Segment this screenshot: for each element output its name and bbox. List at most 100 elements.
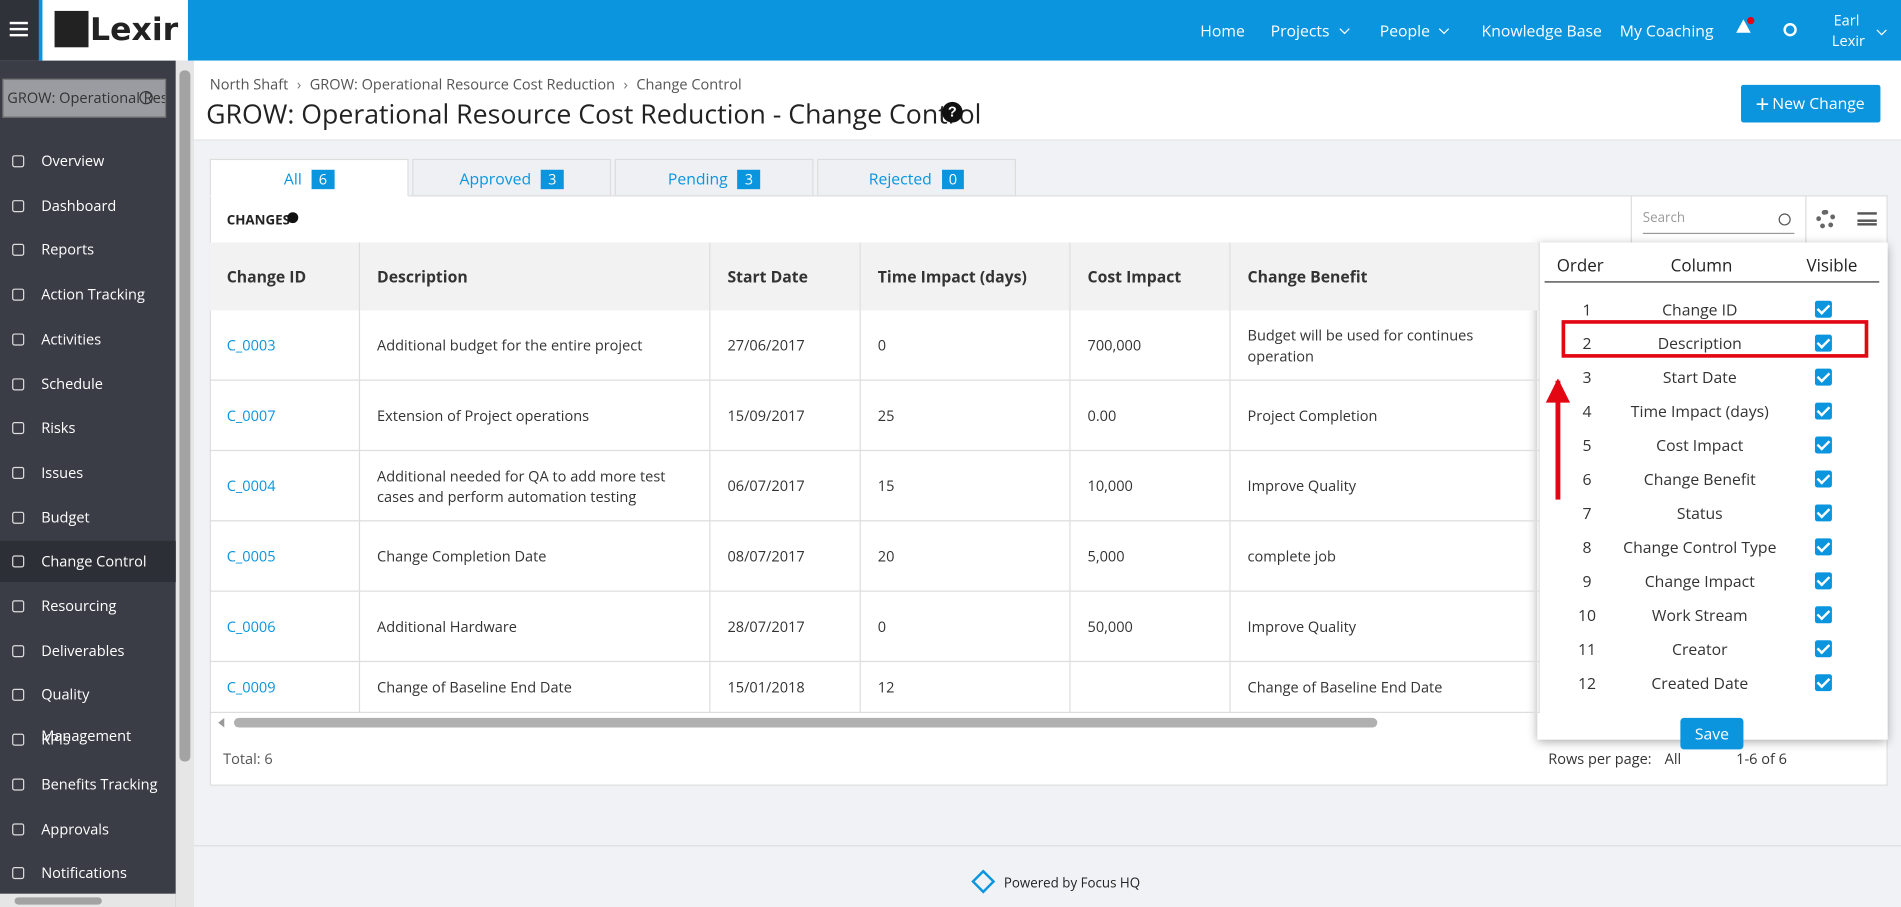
- table-cell: Budget will be used for continues operat…: [1230, 310, 1540, 381]
- sidebar-search[interactable]: GROW: Operational Resource: [2, 78, 167, 118]
- table-cell: Change Completion Date: [360, 521, 711, 592]
- sidebar-item[interactable]: Budget: [0, 497, 176, 538]
- settings-icon[interactable]: [1816, 209, 1836, 230]
- table-cell: 50,000: [1070, 591, 1231, 663]
- table-search[interactable]: Search: [1642, 209, 1795, 235]
- column-name: Creator: [1672, 637, 1728, 660]
- column-header[interactable]: Description: [360, 242, 711, 311]
- visible-checkbox[interactable]: [1814, 470, 1832, 488]
- nav-link[interactable]: Home: [1200, 19, 1245, 42]
- column-name: Change Control Type: [1623, 535, 1777, 558]
- scroll-left[interactable]: [218, 717, 225, 728]
- globe-icon[interactable]: [1783, 23, 1797, 37]
- breadcrumb-item[interactable]: GROW: Operational Resource Cost Reductio…: [288, 74, 615, 95]
- visible-checkbox[interactable]: [1814, 300, 1832, 318]
- divider: [1805, 196, 1807, 243]
- tab[interactable]: All 6: [209, 158, 409, 197]
- sidebar-item[interactable]: Resourcing: [0, 586, 176, 627]
- user-name[interactable]: Lexir: [1831, 30, 1865, 51]
- table-cell: 15/01/2018: [710, 662, 861, 714]
- help-icon[interactable]: ?: [942, 101, 963, 123]
- sidebar-item[interactable]: Risks: [0, 408, 176, 449]
- column-order: 9: [1582, 569, 1592, 592]
- breadcrumb-item[interactable]: Change Control: [615, 74, 742, 95]
- tab[interactable]: Rejected 0: [817, 158, 1016, 197]
- tab[interactable]: Pending 3: [614, 158, 814, 197]
- tab-count: 3: [737, 169, 761, 190]
- table-cell[interactable]: C_0004: [209, 451, 361, 522]
- column-order: 11: [1578, 637, 1597, 660]
- sidebar-item[interactable]: Quality Management: [0, 675, 176, 746]
- tab[interactable]: Approved 3: [412, 158, 612, 197]
- table-cell: [1070, 662, 1231, 714]
- user-chevron[interactable]: [1867, 22, 1885, 43]
- logo[interactable]: Lexir: [42, 0, 188, 61]
- breadcrumb: North ShaftGROW: Operational Resource Co…: [210, 74, 742, 95]
- column-header[interactable]: Change ID: [209, 242, 361, 311]
- sidebar-item[interactable]: Benefits Tracking: [0, 764, 176, 805]
- visible-checkbox[interactable]: [1814, 504, 1832, 522]
- sidebar-item[interactable]: Activities: [0, 319, 176, 360]
- table-cell[interactable]: C_0007: [209, 380, 361, 452]
- sidebar-item[interactable]: Dashboard: [0, 185, 176, 226]
- column-header[interactable]: Cost Impact: [1070, 242, 1231, 311]
- sidebar-hscrollbar[interactable]: [0, 893, 176, 907]
- visible-checkbox[interactable]: [1814, 368, 1832, 386]
- table-cell: Improve Quality: [1230, 451, 1540, 522]
- section-title: CHANGES: [226, 210, 290, 230]
- visible-checkbox[interactable]: [1814, 572, 1832, 590]
- visible-checkbox[interactable]: [1814, 334, 1832, 352]
- table-cell: 15/09/2017: [710, 380, 861, 452]
- powered-by: Powered by Focus HQ: [1003, 874, 1141, 893]
- menu-button[interactable]: [0, 0, 39, 61]
- visible-checkbox[interactable]: [1814, 674, 1832, 692]
- search-icon: [139, 90, 153, 105]
- annotation-arrow: [1555, 380, 1561, 500]
- table-cell: Additional needed for QA to add more tes…: [360, 451, 711, 522]
- rows-per-page-select[interactable]: All: [1664, 748, 1682, 769]
- visible-checkbox[interactable]: [1814, 402, 1832, 420]
- column-header[interactable]: Change Benefit: [1230, 242, 1540, 311]
- table-cell[interactable]: C_0009: [209, 662, 361, 714]
- table-cell: 08/07/2017: [710, 521, 861, 592]
- visible-checkbox[interactable]: [1814, 436, 1832, 454]
- save-button[interactable]: Save: [1680, 717, 1744, 750]
- table-cell[interactable]: C_0003: [209, 310, 361, 381]
- table-cell: Change of Baseline End Date: [1230, 662, 1540, 714]
- sidebar-item[interactable]: Deliverables: [0, 630, 176, 671]
- sidebar-item[interactable]: Reports: [0, 230, 176, 271]
- column-order: 8: [1582, 535, 1592, 558]
- visible-checkbox[interactable]: [1814, 640, 1832, 658]
- alert-dot: [1747, 16, 1755, 25]
- table-cell: Improve Quality: [1230, 591, 1540, 663]
- table-hscrollbar[interactable]: [233, 717, 1378, 728]
- visible-checkbox[interactable]: [1814, 606, 1832, 624]
- table-cell[interactable]: C_0006: [209, 591, 361, 663]
- nav-link[interactable]: Projects: [1271, 19, 1348, 41]
- nav-link[interactable]: Knowledge Base: [1481, 19, 1602, 42]
- sidebar-scrollbar[interactable]: [175, 60, 194, 907]
- column-name: Change Benefit: [1643, 468, 1756, 490]
- nav-link[interactable]: People: [1380, 19, 1448, 41]
- tab-count: 3: [540, 169, 564, 190]
- sidebar-item[interactable]: Approvals: [0, 808, 176, 849]
- page-range: 1-6 of 6: [1736, 748, 1788, 769]
- nav-link[interactable]: My Coaching: [1619, 19, 1714, 42]
- table-cell: 25: [860, 380, 1071, 452]
- breadcrumb-item[interactable]: North Shaft: [209, 73, 289, 95]
- sidebar-item[interactable]: Overview: [0, 141, 176, 182]
- sidebar-item[interactable]: Action Tracking: [0, 274, 176, 315]
- sidebar-item[interactable]: KPIs: [0, 719, 176, 760]
- sidebar-item[interactable]: Notifications: [0, 853, 176, 894]
- new-change-button[interactable]: New Change: [1741, 84, 1881, 123]
- sidebar-item[interactable]: Change Control: [0, 541, 176, 583]
- column-header[interactable]: Time Impact (days): [860, 242, 1071, 311]
- table-cell: Additional Hardware: [360, 591, 711, 663]
- user-name[interactable]: Earl: [1833, 9, 1860, 31]
- table-cell[interactable]: C_0005: [209, 521, 361, 592]
- sidebar-item[interactable]: Issues: [0, 452, 176, 493]
- sidebar-item[interactable]: Schedule: [0, 363, 176, 404]
- column-header[interactable]: Start Date: [710, 242, 861, 311]
- visible-checkbox[interactable]: [1814, 538, 1832, 556]
- columns-menu-icon[interactable]: [1857, 212, 1877, 226]
